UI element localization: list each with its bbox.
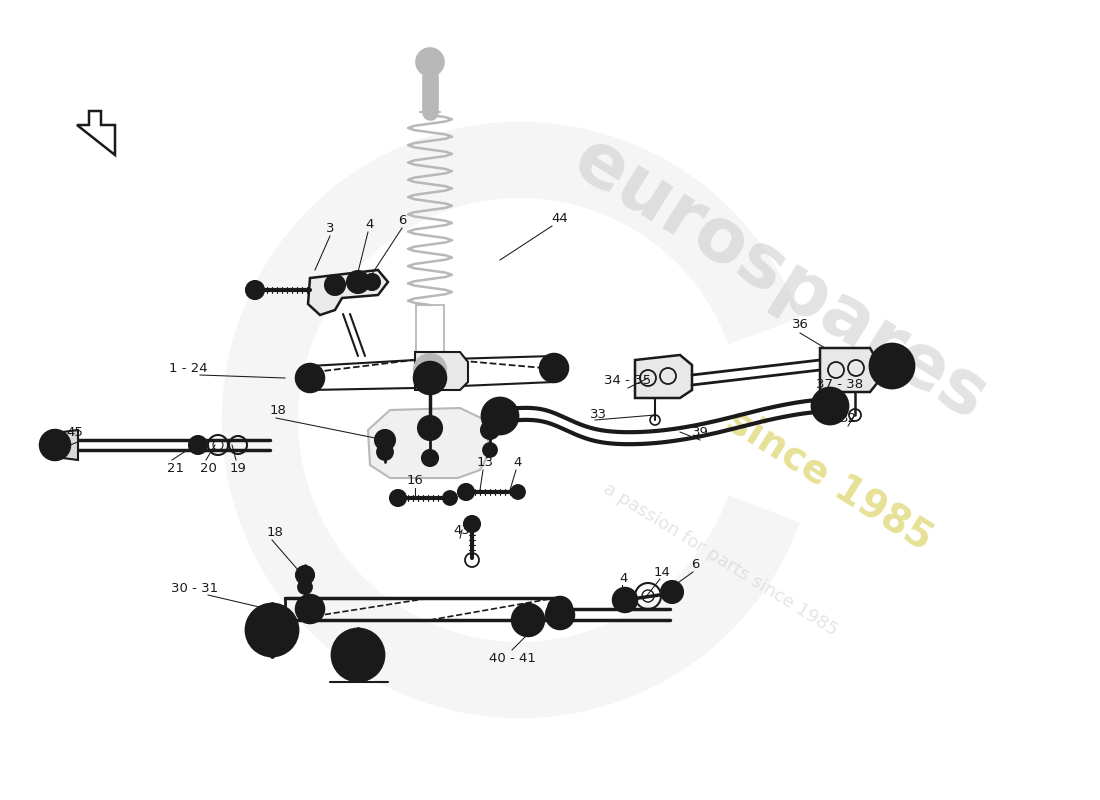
Polygon shape	[55, 430, 78, 460]
Circle shape	[613, 588, 637, 612]
Text: 39: 39	[692, 426, 708, 438]
Text: 13: 13	[476, 457, 494, 470]
Circle shape	[661, 581, 683, 603]
Circle shape	[346, 271, 368, 293]
Circle shape	[364, 274, 380, 290]
Text: 34 - 35: 34 - 35	[604, 374, 651, 386]
Text: 6: 6	[691, 558, 700, 571]
Circle shape	[296, 566, 314, 584]
Circle shape	[512, 485, 525, 499]
Text: 45: 45	[67, 426, 84, 439]
Circle shape	[377, 444, 393, 460]
Circle shape	[482, 398, 518, 434]
Text: 3: 3	[326, 222, 334, 234]
Text: 14: 14	[653, 566, 670, 578]
Circle shape	[344, 641, 372, 669]
Circle shape	[812, 388, 848, 424]
Text: 19: 19	[230, 462, 246, 474]
Circle shape	[546, 601, 574, 629]
Circle shape	[324, 275, 345, 295]
Text: 4: 4	[366, 218, 374, 230]
Text: 4: 4	[514, 457, 522, 470]
Circle shape	[483, 443, 497, 457]
Text: 6: 6	[398, 214, 406, 226]
Text: 33: 33	[590, 409, 606, 422]
Text: 32: 32	[839, 411, 857, 425]
Text: 18: 18	[270, 403, 286, 417]
Polygon shape	[308, 270, 388, 315]
Circle shape	[375, 430, 395, 450]
Polygon shape	[415, 352, 468, 390]
Circle shape	[189, 436, 207, 454]
Text: 40 - 41: 40 - 41	[488, 651, 536, 665]
Text: eurospares: eurospares	[560, 123, 1000, 437]
Circle shape	[464, 516, 480, 532]
Polygon shape	[368, 408, 490, 478]
Circle shape	[258, 616, 286, 644]
Text: 20: 20	[199, 462, 217, 474]
Text: 44: 44	[551, 211, 569, 225]
Circle shape	[416, 48, 444, 76]
Circle shape	[390, 490, 406, 506]
Circle shape	[298, 580, 312, 594]
Circle shape	[296, 595, 324, 623]
Circle shape	[512, 604, 544, 636]
Text: 36: 36	[792, 318, 808, 331]
Text: 4: 4	[619, 571, 628, 585]
Circle shape	[540, 354, 568, 382]
Circle shape	[458, 484, 474, 500]
Text: 16: 16	[407, 474, 424, 486]
Polygon shape	[820, 348, 878, 392]
Circle shape	[414, 354, 446, 386]
Text: since 1985: since 1985	[720, 402, 939, 558]
Polygon shape	[77, 111, 116, 155]
Text: 46: 46	[494, 406, 510, 419]
Polygon shape	[635, 355, 692, 398]
Circle shape	[414, 362, 446, 394]
Circle shape	[246, 281, 264, 299]
Text: 43: 43	[453, 523, 471, 537]
Circle shape	[422, 450, 438, 466]
Circle shape	[332, 629, 384, 681]
Text: 37 - 38: 37 - 38	[816, 378, 864, 391]
Text: 42: 42	[356, 671, 373, 685]
Text: 30 - 31: 30 - 31	[172, 582, 219, 594]
Text: a passion for parts since 1985: a passion for parts since 1985	[600, 480, 840, 640]
Circle shape	[443, 491, 456, 505]
Text: 21: 21	[166, 462, 184, 474]
Circle shape	[418, 416, 442, 440]
Circle shape	[870, 344, 914, 388]
Circle shape	[246, 604, 298, 656]
Text: 1 - 24: 1 - 24	[168, 362, 207, 374]
Circle shape	[481, 421, 499, 439]
Circle shape	[548, 597, 572, 621]
Circle shape	[296, 364, 324, 392]
Circle shape	[40, 430, 70, 460]
Text: 18: 18	[266, 526, 284, 538]
